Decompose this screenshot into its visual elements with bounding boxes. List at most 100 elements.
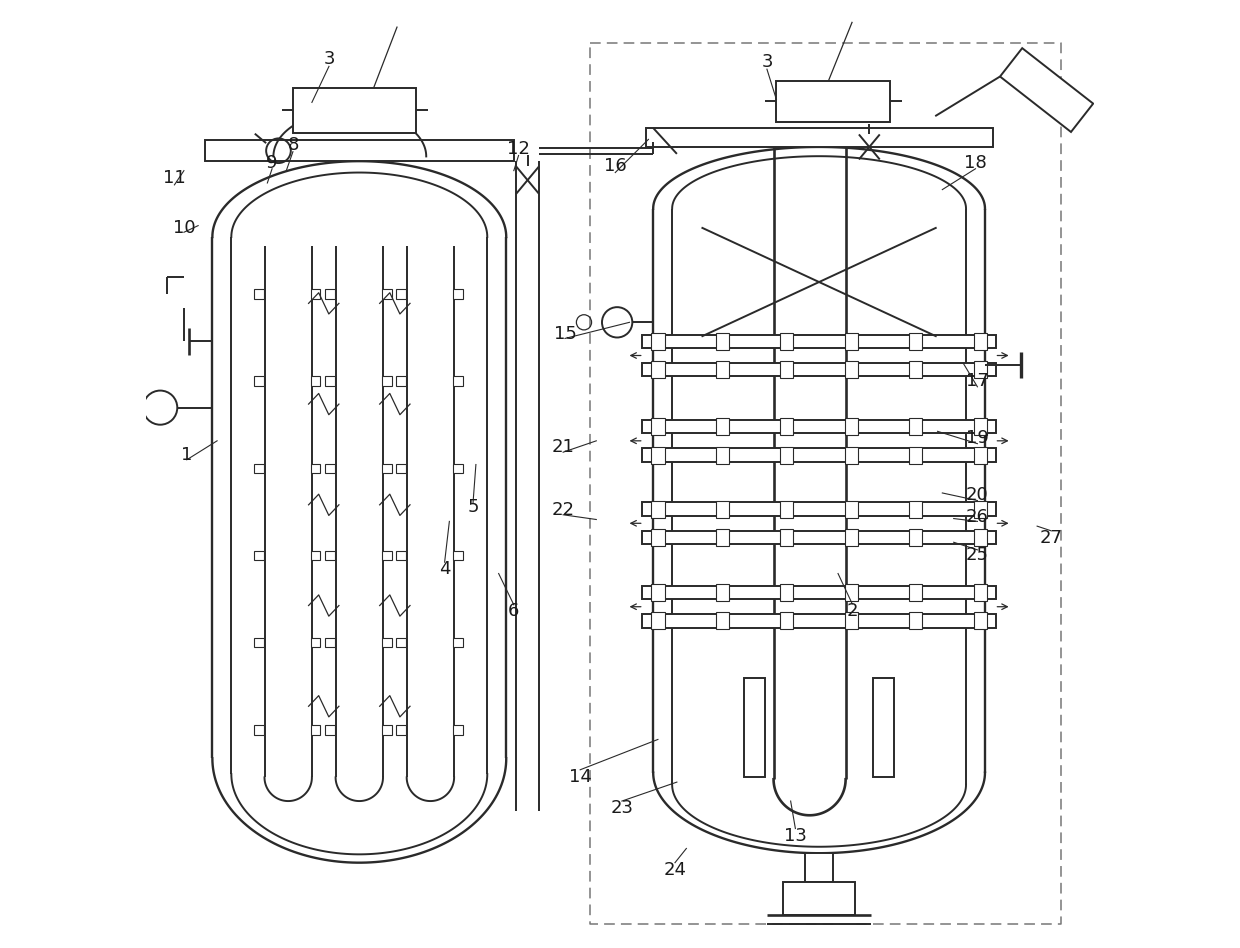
Bar xyxy=(205,140,513,161)
Bar xyxy=(909,529,923,546)
Bar xyxy=(782,882,856,915)
Text: 4: 4 xyxy=(439,560,450,577)
Bar xyxy=(311,725,320,735)
Text: 16: 16 xyxy=(604,157,626,174)
Bar xyxy=(642,420,997,433)
Bar xyxy=(311,551,320,560)
Bar xyxy=(642,586,997,599)
Bar xyxy=(780,612,794,629)
Bar xyxy=(780,501,794,518)
Bar xyxy=(780,333,794,350)
Bar xyxy=(642,531,997,544)
Text: 17: 17 xyxy=(966,373,988,390)
Text: 2: 2 xyxy=(847,603,858,620)
Bar xyxy=(744,678,765,777)
Text: 12: 12 xyxy=(507,140,529,157)
Bar xyxy=(844,529,858,546)
Bar xyxy=(453,725,463,735)
Bar xyxy=(325,464,335,473)
Bar xyxy=(780,418,794,435)
Bar xyxy=(651,361,665,378)
Text: 9: 9 xyxy=(267,155,278,172)
Bar xyxy=(873,678,894,777)
Bar xyxy=(973,418,987,435)
Bar xyxy=(325,376,335,386)
Bar xyxy=(382,376,392,386)
Bar xyxy=(909,333,923,350)
Bar xyxy=(973,612,987,629)
Text: 13: 13 xyxy=(784,828,807,845)
Bar xyxy=(254,289,264,299)
Text: 1: 1 xyxy=(181,447,192,464)
Polygon shape xyxy=(999,48,1094,132)
Bar xyxy=(254,551,264,560)
Bar xyxy=(397,464,405,473)
Bar xyxy=(780,361,794,378)
Bar xyxy=(973,361,987,378)
Bar xyxy=(844,501,858,518)
Bar xyxy=(397,376,405,386)
Bar xyxy=(844,584,858,601)
Bar xyxy=(325,551,335,560)
Bar xyxy=(973,333,987,350)
Bar xyxy=(805,853,833,882)
Bar xyxy=(651,529,665,546)
Bar xyxy=(973,584,987,601)
Bar xyxy=(382,638,392,647)
Bar xyxy=(325,289,335,299)
Bar xyxy=(844,447,858,464)
Bar xyxy=(642,335,997,348)
Text: 14: 14 xyxy=(569,769,591,786)
Text: 26: 26 xyxy=(966,508,988,525)
Text: 15: 15 xyxy=(553,325,577,342)
Text: 6: 6 xyxy=(508,603,520,620)
Bar xyxy=(844,333,858,350)
Text: 27: 27 xyxy=(1040,530,1063,547)
Bar xyxy=(715,584,729,601)
Bar xyxy=(776,81,890,122)
Bar xyxy=(311,638,320,647)
Bar xyxy=(780,584,794,601)
Text: 21: 21 xyxy=(552,439,574,456)
Bar xyxy=(780,529,794,546)
Bar xyxy=(453,638,463,647)
Bar xyxy=(651,501,665,518)
Bar xyxy=(382,551,392,560)
Bar xyxy=(780,447,794,464)
Bar xyxy=(642,502,997,516)
Bar xyxy=(651,447,665,464)
Bar xyxy=(382,464,392,473)
Text: 25: 25 xyxy=(966,546,988,563)
Bar xyxy=(311,289,320,299)
Bar xyxy=(293,88,417,133)
Bar xyxy=(453,551,463,560)
Bar xyxy=(715,418,729,435)
Bar xyxy=(844,361,858,378)
Bar xyxy=(651,612,665,629)
Bar xyxy=(715,529,729,546)
Bar xyxy=(397,289,405,299)
Bar xyxy=(397,725,405,735)
Bar xyxy=(453,289,463,299)
Bar xyxy=(254,725,264,735)
Text: 20: 20 xyxy=(966,486,988,503)
Bar xyxy=(909,447,923,464)
Bar xyxy=(646,128,992,147)
Bar xyxy=(909,501,923,518)
Text: 22: 22 xyxy=(552,501,574,519)
Text: 11: 11 xyxy=(164,170,186,187)
Bar xyxy=(651,333,665,350)
Bar xyxy=(844,612,858,629)
Text: 8: 8 xyxy=(288,137,299,154)
Bar xyxy=(973,501,987,518)
Bar xyxy=(715,333,729,350)
Bar xyxy=(715,361,729,378)
Bar xyxy=(909,612,923,629)
Bar xyxy=(642,363,997,376)
Text: 23: 23 xyxy=(610,799,634,816)
Bar xyxy=(325,725,335,735)
Bar xyxy=(715,612,729,629)
Bar xyxy=(651,418,665,435)
Text: 5: 5 xyxy=(467,499,479,516)
Text: 24: 24 xyxy=(663,862,687,879)
